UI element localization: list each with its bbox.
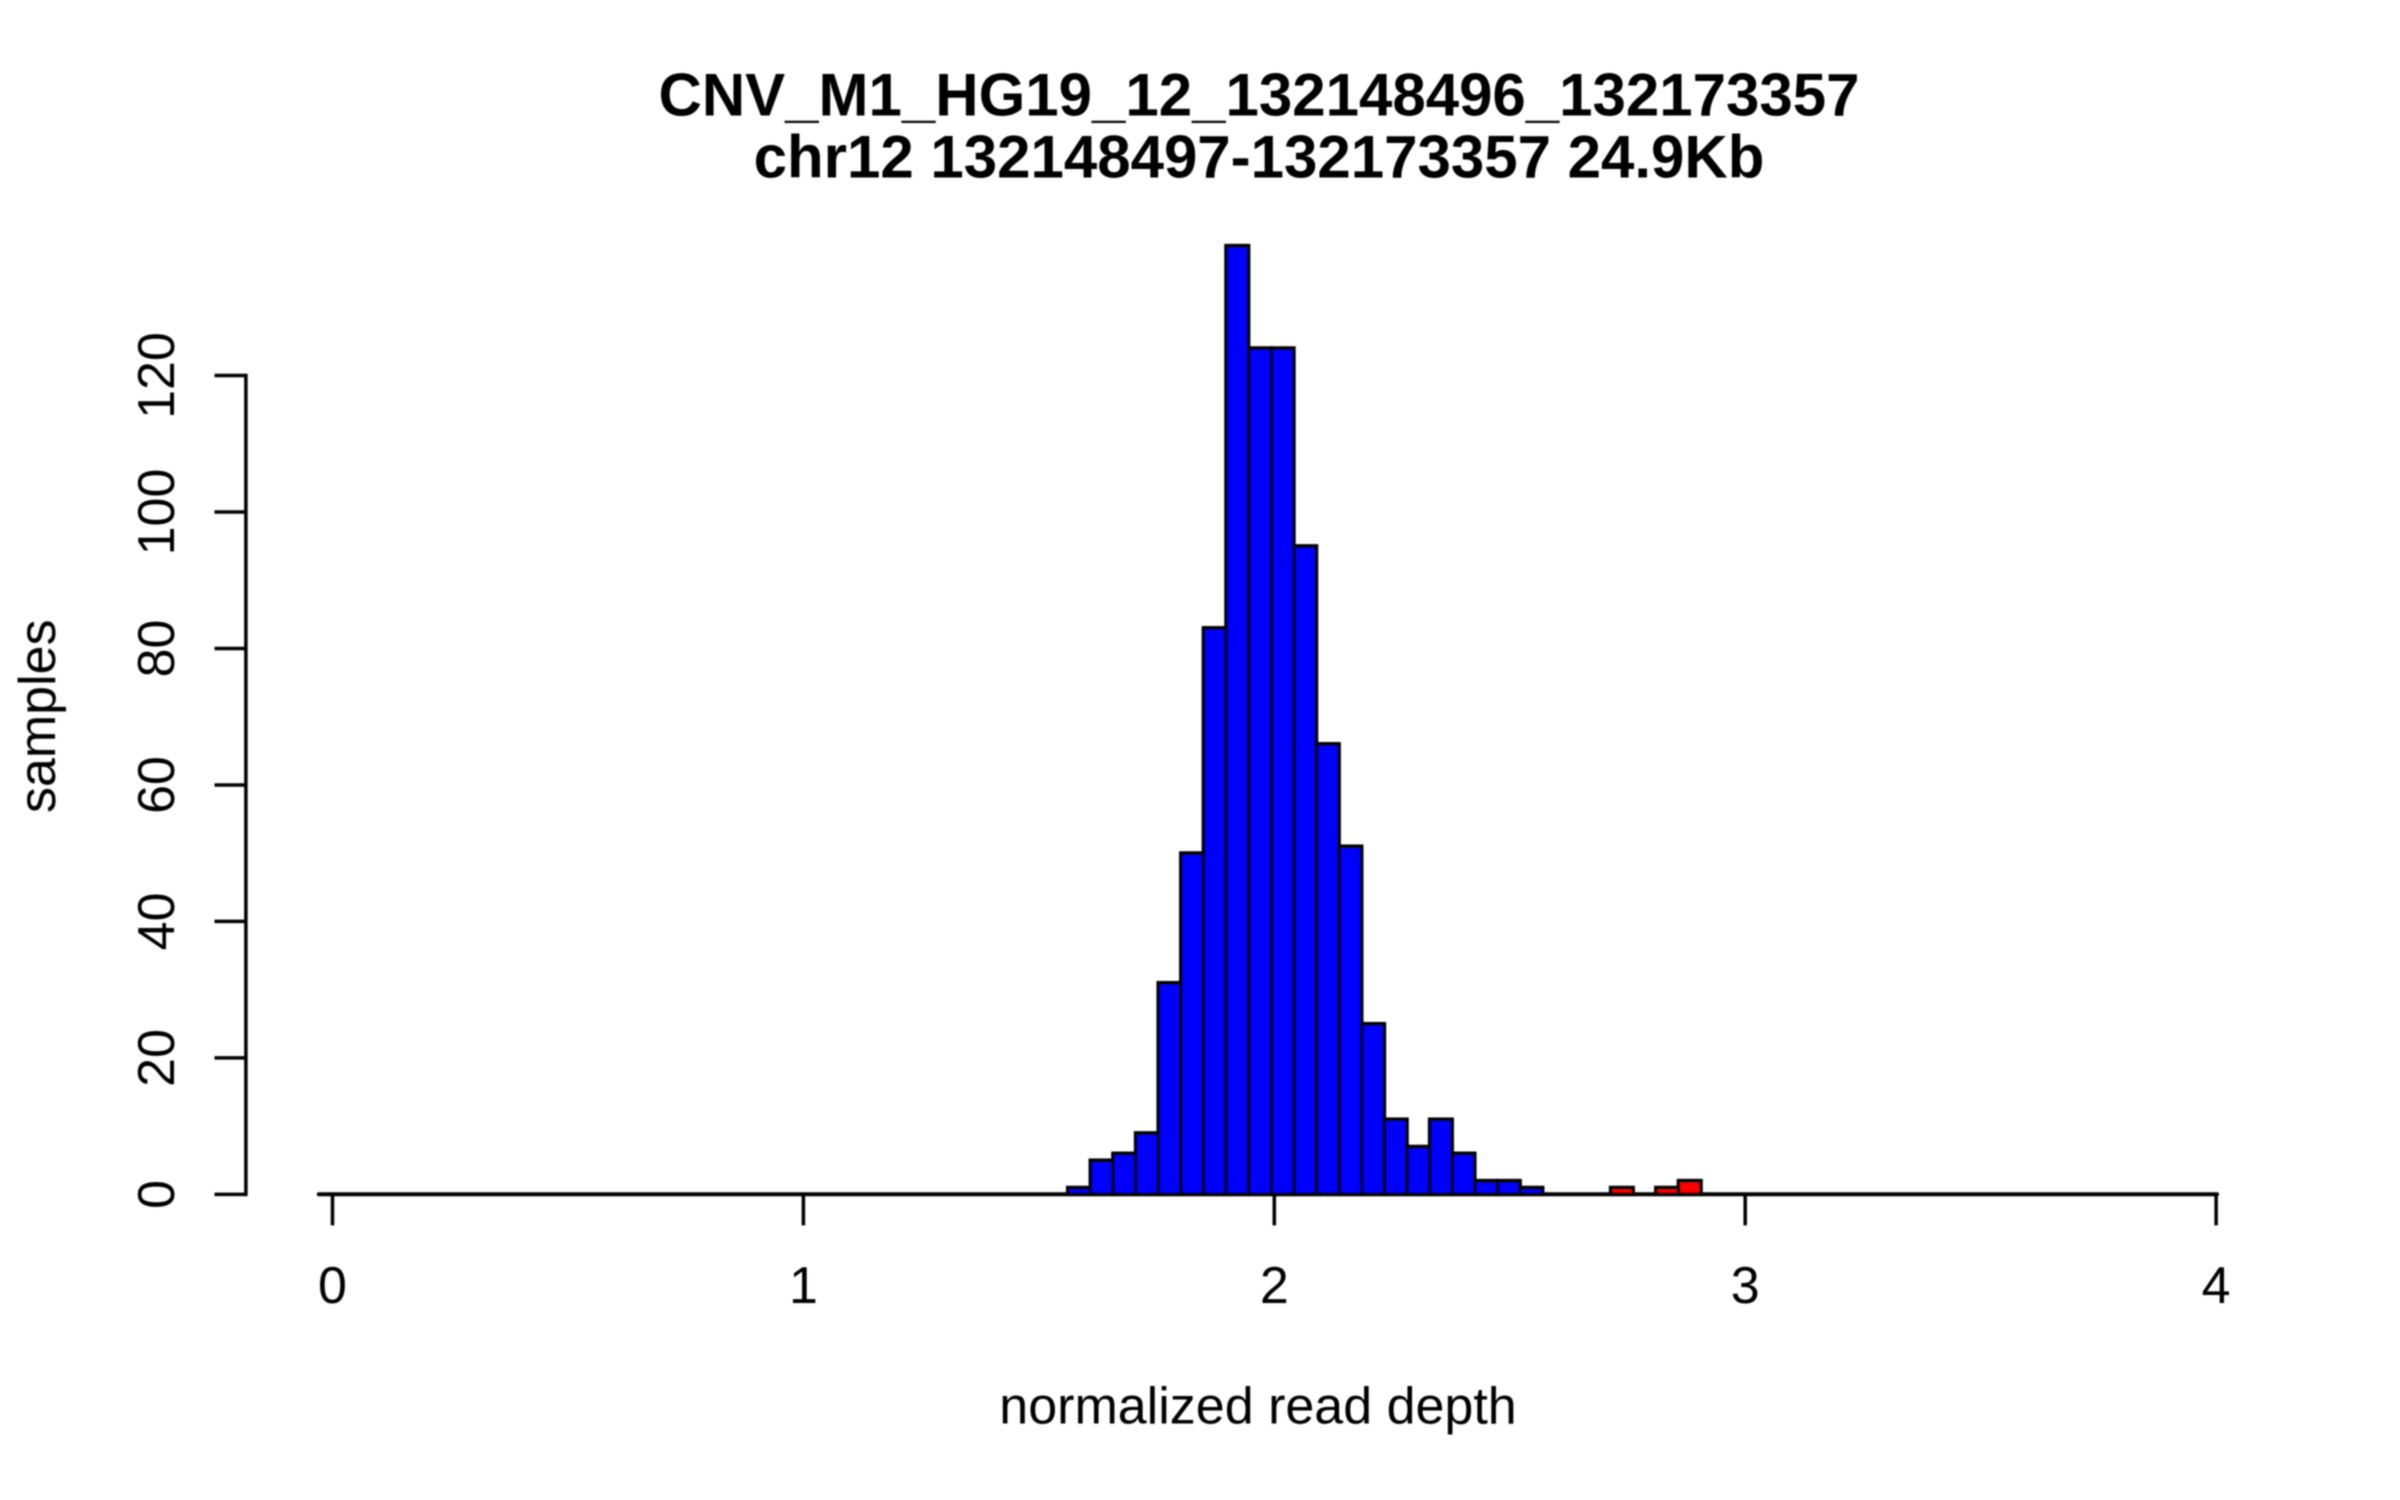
svg-text:3: 3: [1731, 1257, 1760, 1315]
svg-text:CNV_M1_HG19_12_132148496_13217: CNV_M1_HG19_12_132148496_132173357: [659, 61, 1860, 128]
svg-text:40: 40: [128, 892, 186, 950]
svg-text:0: 0: [128, 1180, 186, 1209]
svg-text:4: 4: [2202, 1257, 2231, 1315]
svg-text:0: 0: [318, 1257, 347, 1315]
svg-text:2: 2: [1260, 1257, 1289, 1315]
svg-text:chr12 132148497-132173357 24.9: chr12 132148497-132173357 24.9Kb: [754, 124, 1765, 191]
svg-text:100: 100: [128, 469, 186, 556]
svg-text:1: 1: [789, 1257, 818, 1315]
svg-text:60: 60: [128, 756, 186, 814]
svg-text:normalized read depth: normalized read depth: [999, 1378, 1516, 1436]
svg-text:120: 120: [128, 332, 186, 419]
svg-text:80: 80: [128, 620, 186, 678]
svg-text:samples: samples: [9, 619, 67, 813]
svg-text:20: 20: [128, 1029, 186, 1087]
